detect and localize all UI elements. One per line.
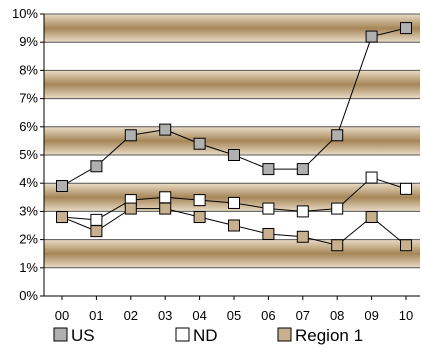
y-tick-label: 7% [19, 91, 38, 106]
y-tick-label: 6% [19, 119, 38, 134]
x-tick-label: 00 [55, 308, 69, 323]
data-point-us [296, 163, 309, 176]
data-point-region-1 [262, 227, 275, 240]
legend: US ND Region 1 [53, 326, 363, 345]
y-axis-ticks: 0% 1% 2% 3% 4% 5% 6% 7% 8% 9% 10% [12, 6, 44, 303]
x-tick-label: 03 [158, 308, 172, 323]
y-tick-label: 2% [19, 232, 38, 247]
y-tick-label: 9% [19, 34, 38, 49]
legend-label-nd: ND [193, 326, 218, 345]
y-tick-label: 1% [19, 260, 38, 275]
y-tick-label: 5% [19, 147, 38, 162]
data-point-region-1 [124, 202, 137, 215]
data-point-region-1 [56, 211, 68, 224]
data-point-nd [193, 194, 206, 207]
data-point-nd [331, 202, 344, 215]
data-point-nd [365, 171, 378, 184]
data-point-us [400, 22, 412, 35]
x-tick-label: 02 [124, 308, 138, 323]
x-tick-label: 01 [89, 308, 103, 323]
data-point-nd [159, 191, 172, 204]
data-point-nd [228, 196, 240, 209]
plot-band-9 [44, 14, 420, 43]
data-point-us [56, 180, 68, 193]
plot-band-1 [44, 239, 420, 268]
data-point-us [262, 163, 275, 176]
legend-swatch-region-1 [277, 327, 292, 342]
data-point-region-1 [193, 211, 206, 224]
data-point-nd [296, 205, 309, 218]
data-point-nd [90, 213, 103, 226]
x-tick-label: 10 [399, 308, 413, 323]
gridlines [44, 13, 420, 297]
data-point-us [193, 137, 206, 150]
data-point-nd [400, 182, 412, 195]
plot-band-7 [44, 70, 420, 99]
x-tick-label: 06 [261, 308, 275, 323]
x-tick-label: 04 [192, 308, 206, 323]
series-group [56, 22, 412, 252]
x-tick-label: 08 [330, 308, 344, 323]
data-point-region-1 [159, 202, 172, 215]
legend-swatch-us [53, 327, 68, 342]
y-tick-label: 3% [19, 203, 38, 218]
x-tick-label: 05 [227, 308, 241, 323]
legend-swatch-nd [175, 327, 190, 342]
data-point-us [331, 129, 344, 142]
series-line-us [61, 27, 407, 187]
y-tick-label: 4% [19, 175, 38, 190]
x-tick-label: 09 [364, 308, 378, 323]
data-point-nd [262, 202, 275, 215]
data-point-us [365, 30, 378, 43]
data-point-region-1 [365, 211, 378, 224]
y-tick-label: 0% [19, 288, 38, 303]
data-point-region-1 [228, 219, 240, 232]
x-tick-label: 07 [296, 308, 310, 323]
legend-label-region-1: Region 1 [295, 326, 363, 345]
data-point-us [159, 123, 172, 136]
data-point-us [228, 149, 240, 161]
data-point-us [124, 129, 137, 142]
data-point-region-1 [90, 225, 103, 238]
data-point-region-1 [400, 239, 412, 252]
data-point-region-1 [331, 239, 344, 252]
x-axis-ticks: 00 01 02 03 04 05 06 07 08 09 10 [55, 296, 413, 323]
legend-label-us: US [71, 326, 95, 345]
data-point-us [90, 160, 103, 173]
data-point-region-1 [296, 230, 309, 243]
y-tick-label: 10% [12, 6, 38, 21]
y-tick-label: 8% [19, 62, 38, 77]
